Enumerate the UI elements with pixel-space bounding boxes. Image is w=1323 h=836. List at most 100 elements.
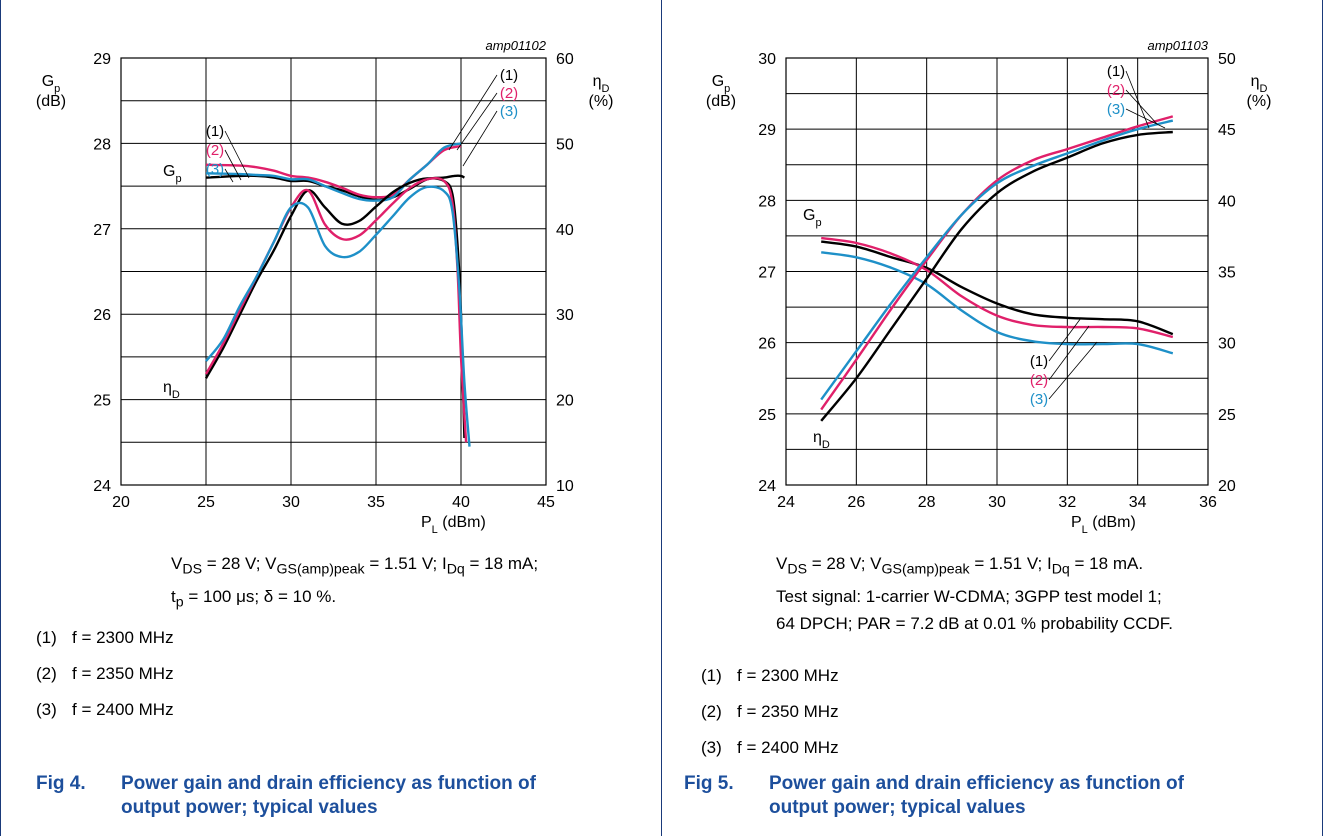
gp-curve-label: Gp bbox=[163, 163, 182, 185]
fig5-condition-line3: 64 DPCH; PAR = 7.2 dB at 0.01 % probabil… bbox=[776, 614, 1174, 634]
series-line-eta-1 bbox=[204, 177, 466, 439]
series-line-gp-3 bbox=[205, 142, 462, 202]
curve-callout-label-1: (1) bbox=[1107, 63, 1125, 80]
curve-callout-label-2: (2) bbox=[500, 85, 518, 102]
y-left-tick-label: 26 bbox=[758, 336, 776, 353]
figure-4-panel: 20 25 30 35 40 45 24 25 26 27 28 29 10 20 30 40 50 60 PL (… bbox=[0, 0, 662, 836]
x-tick-label: 25 bbox=[197, 494, 215, 511]
y-left-tick-label: 27 bbox=[93, 222, 111, 239]
y-left-axis-label: Gp bbox=[42, 73, 61, 95]
y-left-axis-unit: (dB) bbox=[36, 93, 66, 110]
figure-code: amp01102 bbox=[486, 38, 547, 53]
y-left-axis-label: Gp bbox=[712, 73, 731, 95]
fig5-caption: Fig 5. Power gain and drain efficiency a… bbox=[684, 772, 1239, 820]
y-right-tick-label: 50 bbox=[1218, 51, 1236, 68]
list-text: f = 2400 MHz bbox=[72, 700, 174, 719]
x-tick-label: 35 bbox=[367, 494, 385, 511]
list-text: f = 2400 MHz bbox=[737, 738, 839, 757]
curve-callout-label-3: (3) bbox=[500, 103, 518, 120]
curve-callout-label-1: (1) bbox=[1030, 353, 1048, 370]
chart-fig4: 20 25 30 35 40 45 24 25 26 27 28 29 10 20 30 40 50 60 PL (… bbox=[36, 38, 614, 536]
fig4-conditions: VDS = 28 V; VGS(amp)peak = 1.51 V; IDq =… bbox=[171, 550, 538, 617]
list-number: (2) bbox=[701, 702, 722, 721]
x-tick-label: 28 bbox=[918, 494, 936, 511]
fig4-condition-line1: VDS = 28 V; VGS(amp)peak = 1.51 V; IDq =… bbox=[171, 554, 539, 578]
callout-leader-line bbox=[1048, 317, 1082, 362]
y-left-axis-unit: (dB) bbox=[706, 93, 736, 110]
curve-callout-label-3: (3) bbox=[1107, 101, 1125, 118]
callout-leader-line bbox=[224, 149, 242, 181]
x-axis-label: PL (dBm) bbox=[1071, 514, 1136, 536]
figure-5-panel: 24 26 28 30 32 34 36 24 25 26 27 28 29 30 20 25 30 35 40 45… bbox=[661, 0, 1323, 836]
fig4-legend-list: (1) f = 2300 MHz (2) f = 2350 MHz (3) f = 2… bbox=[36, 620, 174, 728]
x-tick-label: 30 bbox=[988, 494, 1006, 511]
series-line-gp-3 bbox=[821, 251, 1174, 355]
x-tick-label: 36 bbox=[1199, 494, 1217, 511]
list-number: (3) bbox=[36, 700, 57, 719]
y-left-tick-label: 26 bbox=[93, 307, 111, 324]
y-right-tick-label: 20 bbox=[1218, 478, 1236, 495]
x-tick-label: 30 bbox=[282, 494, 300, 511]
y-left-tick-label: 29 bbox=[93, 51, 111, 68]
list-text: f = 2300 MHz bbox=[72, 628, 174, 647]
fig4-title: Power gain and drain efficiency as funct… bbox=[121, 773, 536, 818]
y-left-tick-label: 30 bbox=[758, 51, 776, 68]
plot-frame bbox=[785, 57, 1209, 486]
fig5-condition-line1: VDS = 28 V; VGS(amp)peak = 1.51 V; IDq =… bbox=[776, 554, 1144, 578]
curve-callout-label-1: (1) bbox=[500, 67, 518, 84]
fig4-list-item-1: (1) f = 2300 MHz bbox=[36, 620, 174, 656]
x-tick-label: 26 bbox=[847, 494, 865, 511]
y-right-tick-label: 40 bbox=[556, 222, 574, 239]
list-text: f = 2350 MHz bbox=[737, 702, 839, 721]
gp-curve-label: Gp bbox=[803, 207, 822, 229]
x-axis-label: PL (dBm) bbox=[421, 514, 486, 536]
y-left-tick-label: 27 bbox=[758, 265, 776, 282]
y-right-tick-label: 25 bbox=[1218, 407, 1236, 424]
callout-leader-line bbox=[224, 130, 250, 179]
y-right-tick-label: 40 bbox=[1218, 193, 1236, 210]
series-line-gp-1 bbox=[821, 240, 1174, 336]
curve-callout-label-1: (1) bbox=[206, 123, 224, 140]
y-right-tick-label: 35 bbox=[1218, 265, 1236, 282]
fig5-conditions: VDS = 28 V; VGS(amp)peak = 1.51 V; IDq =… bbox=[776, 550, 1173, 637]
series-line-eta-3 bbox=[205, 185, 471, 447]
series-line-eta-1 bbox=[820, 130, 1173, 422]
list-number: (1) bbox=[36, 628, 57, 647]
y-left-tick-label: 28 bbox=[93, 136, 111, 153]
y-right-tick-label: 10 bbox=[556, 478, 574, 495]
curve-callout-label-3: (3) bbox=[1030, 391, 1048, 408]
callout-leader-line bbox=[462, 110, 498, 167]
callout-leader-line bbox=[1048, 325, 1090, 381]
eta-curve-label: ηD bbox=[163, 379, 180, 401]
x-tick-label: 45 bbox=[537, 494, 555, 511]
series-line-gp-1 bbox=[205, 174, 466, 202]
fig4-list-item-2: (2) f = 2350 MHz bbox=[36, 656, 174, 692]
figure-code: amp01103 bbox=[1148, 38, 1209, 53]
list-text: f = 2300 MHz bbox=[737, 666, 839, 685]
list-number: (3) bbox=[701, 738, 722, 757]
y-right-tick-label: 30 bbox=[1218, 336, 1236, 353]
x-tick-label: 40 bbox=[452, 494, 470, 511]
list-number: (2) bbox=[36, 664, 57, 683]
y-left-tick-label: 24 bbox=[758, 478, 776, 495]
fig4-label: Fig 4. bbox=[36, 773, 86, 794]
series-line-eta-3 bbox=[820, 119, 1174, 401]
chart-fig5: 24 26 28 30 32 34 36 24 25 26 27 28 29 30 20 25 30 35 40 45… bbox=[706, 38, 1272, 536]
y-right-tick-label: 50 bbox=[556, 136, 574, 153]
y-right-axis-label: ηD bbox=[1251, 73, 1268, 95]
x-tick-label: 32 bbox=[1058, 494, 1076, 511]
y-right-axis-label: ηD bbox=[593, 73, 610, 95]
plot-frame bbox=[120, 57, 547, 486]
curve-callout-label-2: (2) bbox=[1107, 82, 1125, 99]
y-left-tick-label: 24 bbox=[93, 478, 111, 495]
callout-leader-line bbox=[224, 168, 234, 183]
y-right-tick-label: 20 bbox=[556, 393, 574, 410]
fig5-title: Power gain and drain efficiency as funct… bbox=[769, 773, 1184, 818]
series-line-gp-2 bbox=[821, 236, 1174, 339]
y-right-tick-label: 45 bbox=[1218, 122, 1236, 139]
list-number: (1) bbox=[701, 666, 722, 685]
fig4-caption: Fig 4. Power gain and drain efficiency a… bbox=[36, 772, 591, 820]
y-right-tick-label: 60 bbox=[556, 51, 574, 68]
y-left-tick-label: 28 bbox=[758, 193, 776, 210]
callout-leader-line bbox=[1125, 108, 1166, 129]
